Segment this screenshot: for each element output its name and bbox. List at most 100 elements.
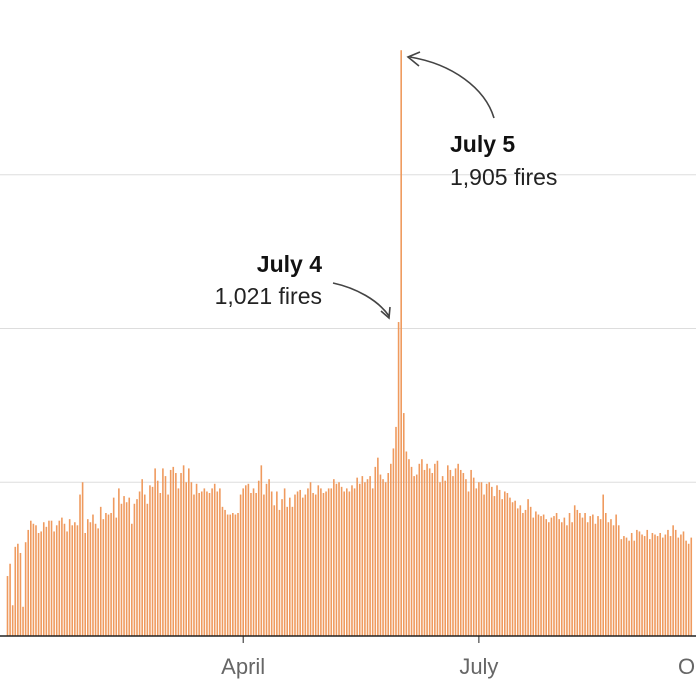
bar-day-100 — [273, 505, 276, 636]
bar-day-125 — [338, 482, 340, 636]
bar-day-156 — [418, 463, 421, 636]
bar-day-118 — [320, 488, 322, 636]
annotation-july-5-arrowhead — [406, 51, 421, 67]
bar-day-194 — [516, 508, 519, 636]
bar-day-9 — [37, 532, 40, 636]
bar-day-69 — [193, 494, 195, 636]
bar-day-197 — [524, 509, 527, 637]
bar-day-209 — [555, 513, 558, 636]
bar-day-22 — [71, 525, 74, 636]
bar-day-177 — [472, 477, 475, 636]
bar-day-175 — [467, 491, 470, 637]
bar-day-32 — [97, 528, 99, 637]
bar-day-40 — [118, 488, 120, 636]
bar-day-203 — [540, 516, 542, 636]
bar-day-188 — [501, 499, 503, 636]
bar-day-89 — [244, 485, 247, 636]
bar-day-237 — [628, 540, 630, 636]
bar-day-80 — [221, 506, 224, 636]
bar-day-70 — [195, 483, 198, 636]
bar-day-136 — [366, 479, 369, 636]
bar-day-68 — [190, 482, 193, 636]
bar-day-137 — [369, 476, 371, 636]
bar-day-187 — [498, 489, 501, 636]
bar-day-6 — [30, 520, 32, 636]
bar-day-238 — [630, 532, 633, 636]
bar-day-7 — [32, 523, 35, 636]
bar-day-129 — [348, 491, 351, 637]
bar-day-206 — [548, 522, 550, 636]
bar-day-176 — [470, 469, 472, 636]
bar-day-19 — [63, 523, 66, 636]
bar-day-239 — [633, 540, 636, 636]
bar-day-186 — [496, 485, 498, 636]
bar-day-218 — [579, 513, 581, 636]
bar-day-133 — [358, 483, 361, 636]
bar-day-184 — [491, 486, 493, 636]
annotation-july-4-value: 1,021 fires — [215, 283, 322, 309]
bar-day-110 — [299, 489, 301, 636]
bar-day-202 — [537, 514, 540, 636]
bar-day-249 — [659, 532, 661, 636]
bar-day-215 — [571, 522, 573, 636]
bar-day-47 — [136, 499, 138, 636]
bars — [6, 50, 693, 637]
bar-day-87 — [239, 494, 242, 636]
bar-day-152 — [408, 459, 410, 636]
bar-day-191 — [509, 497, 511, 637]
bar-day-236 — [625, 537, 628, 636]
bar-day-254 — [672, 525, 674, 636]
bar-day-204 — [542, 514, 545, 636]
gridlines — [0, 174, 696, 483]
bar-day-172 — [459, 469, 462, 636]
bar-day-159 — [426, 463, 428, 636]
bar-day-37 — [110, 513, 112, 636]
bar-day-248 — [656, 536, 659, 636]
bar-day-226 — [599, 519, 602, 636]
bar-day-130 — [351, 485, 353, 636]
bar-day-149 — [400, 50, 402, 636]
bar-day-94 — [257, 480, 260, 636]
bar-day-18 — [61, 517, 63, 636]
bar-day-98 — [268, 479, 270, 636]
bar-day-65 — [182, 465, 185, 636]
bar-day-180 — [480, 482, 483, 636]
bar-day-124 — [335, 483, 338, 636]
bar-day-257 — [680, 534, 682, 636]
bar-day-246 — [651, 532, 654, 636]
bar-day-259 — [685, 540, 687, 636]
bar-day-107 — [291, 506, 294, 636]
bar-day-29 — [89, 522, 92, 636]
bar-day-242 — [641, 534, 643, 636]
annotation-july-4-arrow — [332, 282, 390, 317]
bar-day-198 — [527, 499, 529, 636]
bar-day-132 — [356, 477, 358, 636]
bar-day-12 — [45, 526, 48, 636]
bar-day-244 — [646, 529, 649, 636]
bar-day-26 — [81, 482, 84, 636]
bar-day-17 — [58, 520, 61, 636]
bar-day-227 — [602, 494, 604, 636]
bar-day-1 — [17, 543, 19, 636]
bar-day-108 — [294, 494, 296, 636]
bar-day-54 — [154, 468, 156, 636]
bar-day-141 — [379, 474, 382, 636]
bar-day-35 — [105, 513, 107, 636]
bar-day-91 — [250, 493, 252, 636]
bar-day-235 — [623, 536, 625, 636]
bar-day-111 — [301, 497, 304, 637]
bar-day-174 — [465, 479, 467, 636]
bar-day-200 — [532, 517, 535, 636]
bar-day-45 — [131, 523, 133, 636]
bar-day-16 — [55, 525, 58, 636]
bar-day-245 — [649, 539, 651, 636]
bar-day-241 — [638, 531, 641, 636]
bar-day-181 — [483, 494, 485, 636]
bar-day-243 — [643, 536, 646, 636]
bar-day-119 — [322, 493, 325, 636]
bar-day-112 — [304, 494, 307, 636]
bar-day-113 — [307, 488, 309, 636]
annotation-july-5-value: 1,905 fires — [450, 164, 557, 190]
bar-day-5 — [27, 529, 30, 636]
